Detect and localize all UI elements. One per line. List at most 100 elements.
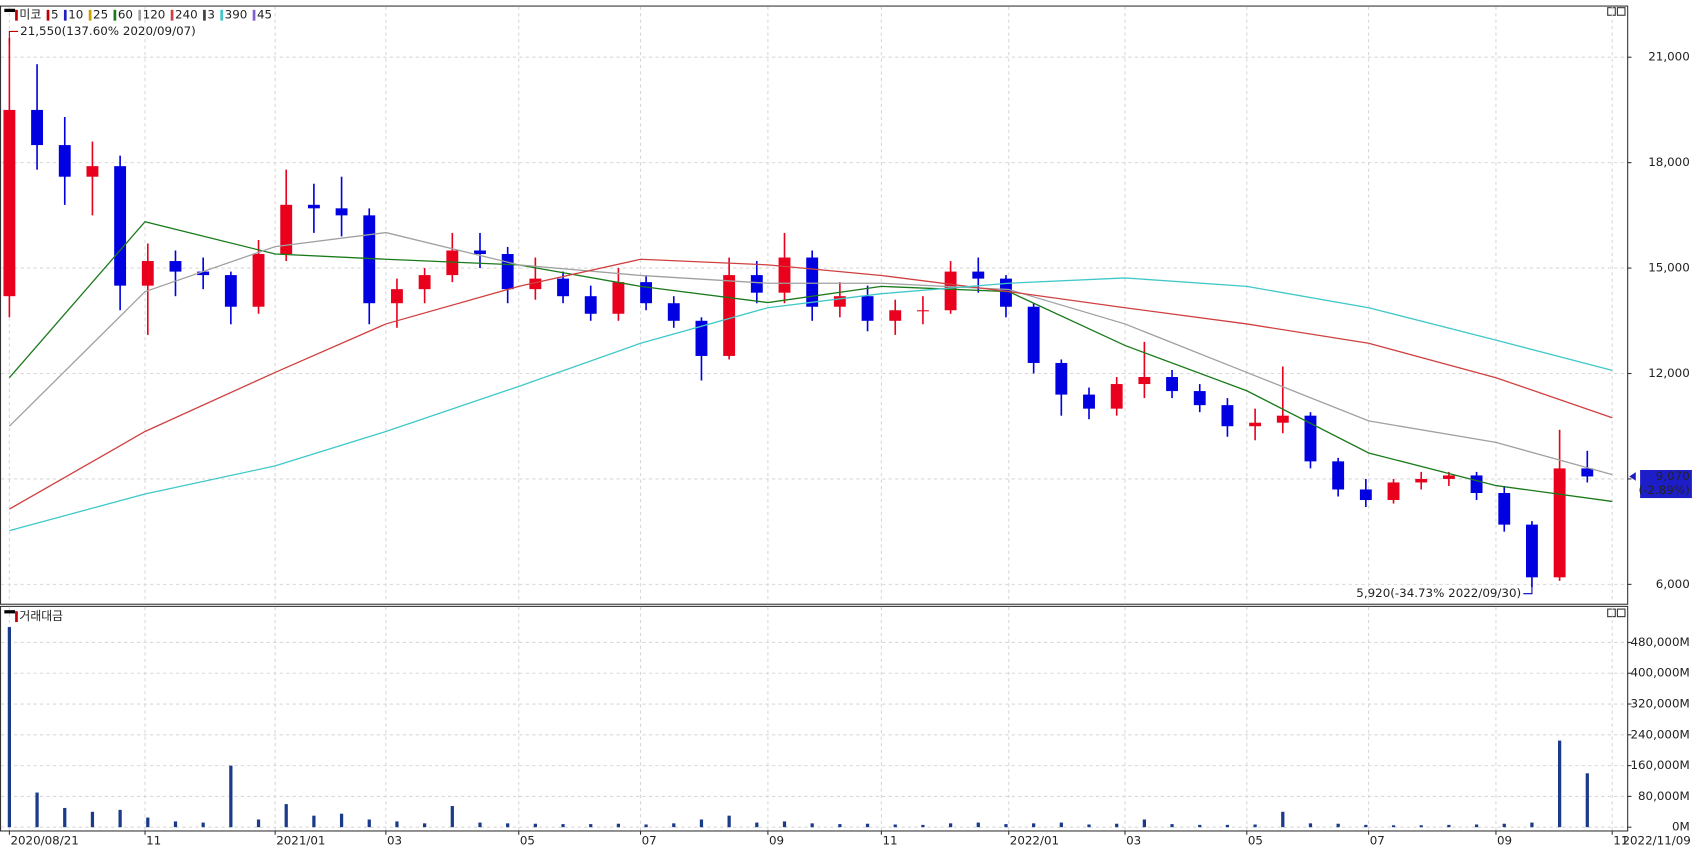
low-annotation: 5,920(-34.73% 2022/09/30) [1356,586,1521,600]
volume-bar [1585,773,1589,828]
candle-body [391,289,403,304]
volume-bar [1474,824,1479,828]
legend-swatch [88,9,92,21]
moving-average-line [9,277,1613,532]
volume-bar [1364,824,1368,828]
candle-body [1055,362,1068,395]
y-tick-label: 80,000M [1638,789,1690,803]
x-tick-label: 2022/01 [1010,834,1059,848]
y-tick-label: 240,000M [1630,727,1689,741]
volume-bar [63,807,67,828]
legend-swatch [15,9,18,21]
volume-bar [90,811,95,828]
candle-body [501,254,514,290]
volume-bar [256,819,261,828]
moving-average-line [8,220,1613,503]
candle-body [474,250,486,255]
candle-body [1470,475,1483,493]
restore-button[interactable] [1607,7,1616,16]
close-button[interactable] [1616,608,1626,618]
volume-bar [1170,824,1174,828]
legend-label: 10 [68,8,83,22]
volume-bar [533,823,537,828]
x-tick-label: 05 [520,834,535,848]
volume-bar [1087,824,1091,828]
candle-body [280,204,293,255]
annotation-arrow [8,30,19,45]
volume-bar [284,804,288,828]
volume-panel [0,605,1629,832]
candle-body [1525,524,1538,578]
panel-buttons[interactable] [1607,7,1626,618]
x-tick-label: 2021/01 [276,834,325,848]
x-tick-label: 11 [1613,834,1628,848]
candle-body [197,271,210,276]
volume-bar [1557,740,1562,828]
volume-bar [782,821,787,828]
x-tick-label: 07 [642,834,657,848]
volume-bar [1004,824,1008,828]
volume-bar [450,806,454,828]
candle-body [778,257,791,293]
volume-bar [1198,824,1202,828]
volume-bar [976,822,980,828]
y-tick-label: 12,000 [1648,366,1690,380]
indicator-title: 거래대금 [19,609,63,623]
candle-body [695,320,708,356]
volume-bar [1225,824,1230,828]
candle-body [861,296,874,321]
legend-label: 25 [93,8,108,22]
y-tick-label: 21,000 [1648,50,1690,64]
candle-body [363,215,376,304]
volume-bar [173,821,178,828]
volume-bar [1059,822,1063,828]
candle-body [916,310,929,312]
y-tick-label: 480,000M [1630,635,1689,649]
candle-body [1166,377,1178,392]
x-tick-label: 07 [1370,834,1385,848]
x-tick-label: 05 [1248,834,1263,848]
candle-body [1332,461,1345,490]
candle-body [335,208,348,216]
y-tick-label: 400,000M [1630,666,1689,680]
candle-body [1387,482,1400,501]
candle-body [1221,405,1234,427]
close-button[interactable] [1616,7,1626,16]
legend-icon [4,610,16,614]
legend-swatch [15,611,18,623]
candle-body [1083,394,1095,409]
x-tick-label: 03 [1126,834,1141,848]
candle-body [1304,415,1317,462]
candle-body [58,145,71,177]
high-annotation: 21,550(137.60% 2020/09/07) [20,24,196,38]
volume-bar [589,824,593,828]
moving-average-line [9,258,1613,510]
moving-average-line [8,231,1613,476]
volume-bar [1253,824,1257,828]
candle-body [557,278,569,297]
volume-bar [146,817,150,828]
restore-button[interactable] [1607,608,1616,618]
candle-body [1249,422,1262,427]
candle-body [1138,377,1151,385]
y-tick-label: 160,000M [1630,758,1689,772]
candle-body [1442,475,1455,479]
candle-body [31,109,44,146]
last-price-pointer [1629,472,1636,481]
candle-body [86,166,99,177]
legend-label: 390 [225,8,248,22]
last-price-label: 9,070 [1656,469,1690,483]
candle-body [141,261,154,286]
volume-bar [865,823,870,828]
candle-body [1000,278,1012,307]
volume-bar [699,819,704,828]
volume-bar [1032,823,1036,828]
volume-bar [506,823,510,828]
candle-body [584,296,597,314]
volume-bar [478,822,482,828]
candle-body [833,296,846,307]
volume-bar [1391,825,1396,828]
y-tick-label: 18,000 [1648,155,1690,169]
candle-body [667,303,680,321]
